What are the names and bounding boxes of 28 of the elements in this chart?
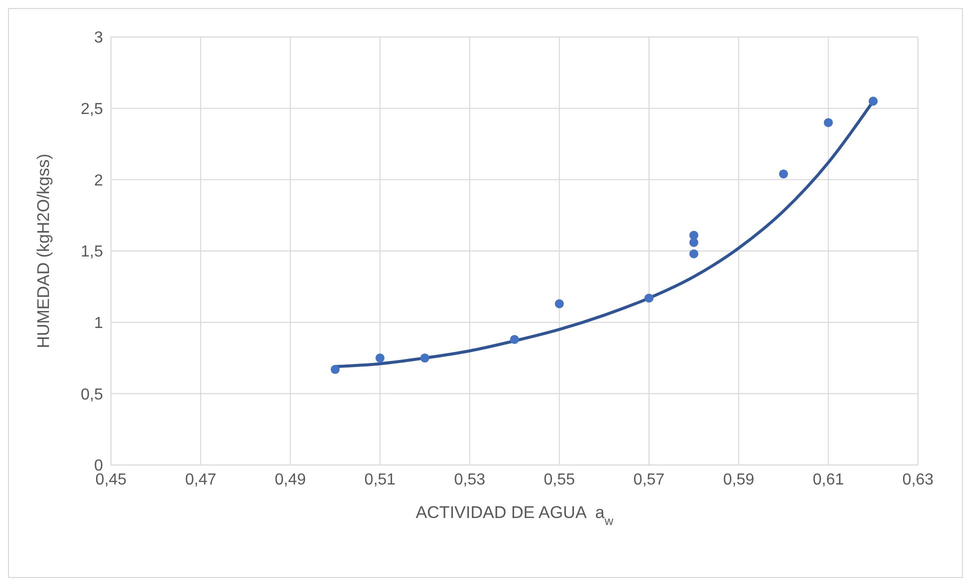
- point: [778, 169, 788, 178]
- point: [644, 294, 654, 303]
- y-tick-label: 1,5: [80, 244, 104, 261]
- x-tick-label: 0,51: [364, 471, 396, 488]
- x-tick-label: 0,61: [812, 471, 844, 488]
- x-tick-label: 0,53: [454, 471, 486, 488]
- x-tick-label: 0,63: [902, 471, 934, 488]
- point: [868, 96, 878, 106]
- y-tick-label: 2,5: [80, 101, 104, 118]
- point: [689, 238, 698, 247]
- x-tick-label: 0,55: [544, 471, 576, 488]
- y-tick-label: 3: [94, 30, 104, 47]
- point: [510, 334, 520, 344]
- point: [554, 299, 564, 308]
- point: [330, 364, 340, 374]
- point: [375, 353, 385, 363]
- y-tick-label: 0,5: [80, 386, 104, 404]
- y-tick-label: 1: [94, 315, 104, 332]
- point: [824, 118, 833, 128]
- point: [420, 353, 430, 363]
- y-tick-label: 2: [94, 172, 104, 190]
- x-tick-label: 0,49: [274, 471, 306, 488]
- x-tick-label: 0,57: [633, 471, 665, 488]
- point: [689, 249, 698, 258]
- y-axis-title: HUMEDAD (kgH2O/kgss): [34, 154, 53, 348]
- x-tick-label: 0,47: [185, 471, 216, 488]
- x-tick-label: 0,59: [723, 471, 754, 488]
- x-axis-title: ACTIVIDAD DE AGUA a$_{w}$: [416, 503, 614, 528]
